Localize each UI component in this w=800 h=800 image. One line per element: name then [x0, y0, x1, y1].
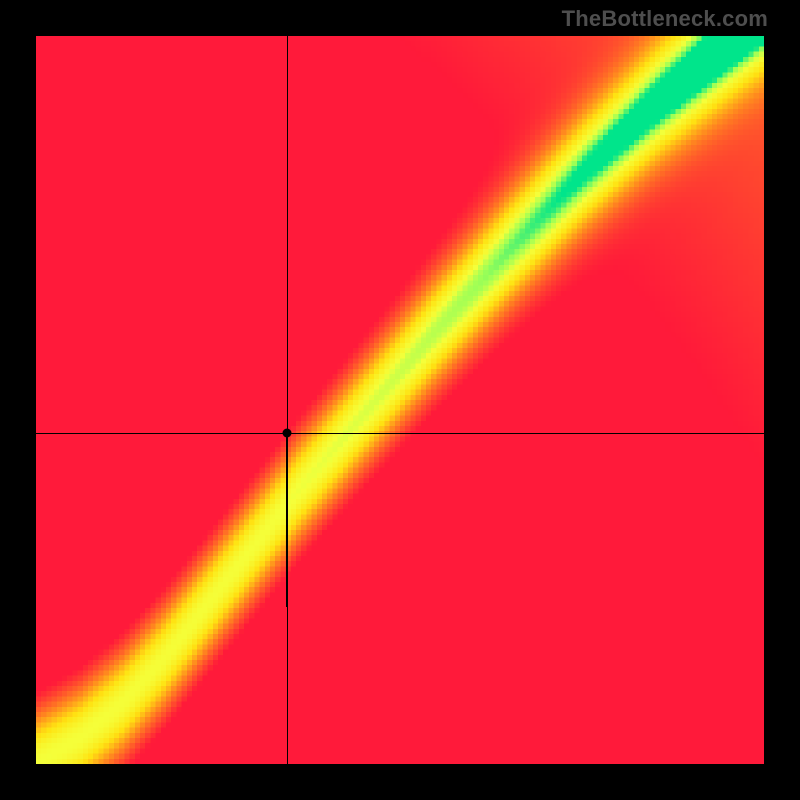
plot-area	[36, 36, 764, 764]
watermark: TheBottleneck.com	[562, 6, 768, 32]
crosshair-vertical-line	[287, 36, 288, 764]
crosshair-marker-dot	[283, 428, 292, 437]
crosshair-horizontal-line	[36, 433, 764, 434]
heatmap-canvas	[36, 36, 764, 764]
